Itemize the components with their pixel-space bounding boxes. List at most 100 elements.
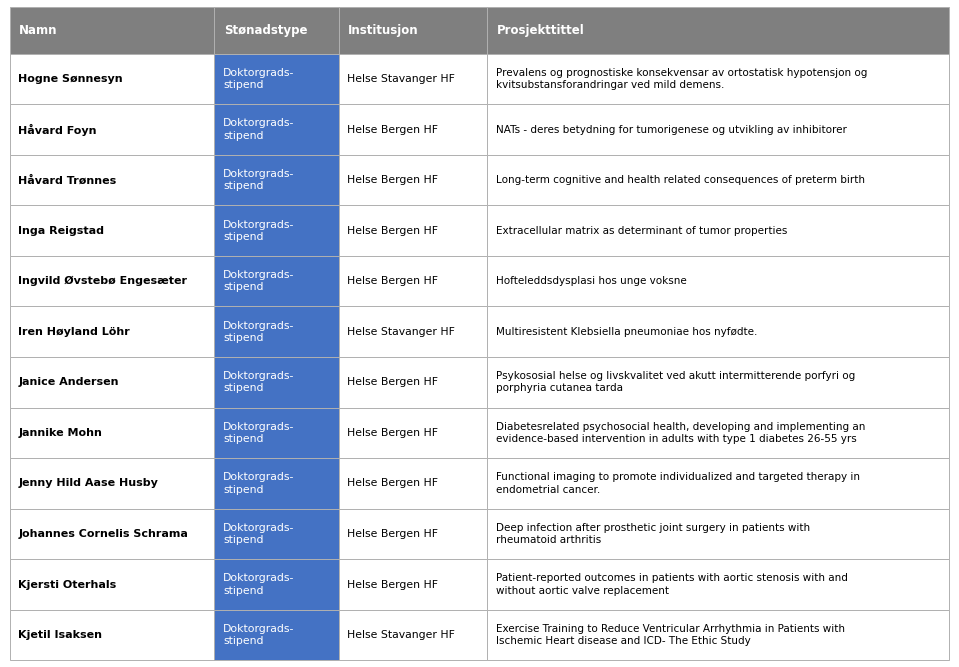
Text: Helse Bergen HF: Helse Bergen HF	[347, 580, 438, 590]
Bar	[215, 7, 339, 54]
Bar	[10, 155, 215, 205]
Bar	[215, 205, 339, 256]
Text: Psykososial helse og livskvalitet ved akutt intermitterende porfyri og
porphyria: Psykososial helse og livskvalitet ved ak…	[496, 372, 854, 394]
Bar	[339, 458, 487, 509]
Text: Doktorgrads-
stipend: Doktorgrads- stipend	[223, 624, 294, 646]
Text: Doktorgrads-
stipend: Doktorgrads- stipend	[223, 169, 294, 191]
Bar	[215, 610, 339, 660]
Bar	[10, 306, 215, 357]
Bar	[215, 256, 339, 306]
Text: Prevalens og prognostiske konsekvensar av ortostatisk hypotensjon og
kvitsubstan: Prevalens og prognostiske konsekvensar a…	[496, 68, 867, 90]
Bar	[215, 509, 339, 559]
Bar	[10, 7, 215, 54]
Text: Helse Bergen HF: Helse Bergen HF	[347, 225, 438, 235]
Text: Helse Bergen HF: Helse Bergen HF	[347, 378, 438, 388]
Text: NATs - deres betydning for tumorigenese og utvikling av inhibitorer: NATs - deres betydning for tumorigenese …	[496, 125, 847, 135]
Bar	[487, 306, 949, 357]
Text: Doktorgrads-
stipend: Doktorgrads- stipend	[223, 219, 294, 241]
Bar	[339, 7, 487, 54]
Bar	[215, 559, 339, 610]
Text: Helse Bergen HF: Helse Bergen HF	[347, 529, 438, 539]
Text: Doktorgrads-
stipend: Doktorgrads- stipend	[223, 270, 294, 292]
Bar	[339, 509, 487, 559]
Text: Janice Andersen: Janice Andersen	[18, 378, 119, 388]
Text: Doktorgrads-
stipend: Doktorgrads- stipend	[223, 321, 294, 343]
Text: Multiresistent Klebsiella pneumoniae hos nyfødte.: Multiresistent Klebsiella pneumoniae hos…	[496, 327, 757, 337]
Text: Helse Stavanger HF: Helse Stavanger HF	[347, 327, 455, 337]
Text: Johannes Cornelis Schrama: Johannes Cornelis Schrama	[18, 529, 188, 539]
Text: Prosjekttittel: Prosjekttittel	[497, 24, 584, 37]
Text: Håvard Trønnes: Håvard Trønnes	[18, 175, 116, 185]
Text: Jannike Mohn: Jannike Mohn	[18, 428, 102, 438]
Text: Hofteleddsdysplasi hos unge voksne: Hofteleddsdysplasi hos unge voksne	[496, 276, 687, 286]
Bar	[339, 104, 487, 155]
Text: Helse Bergen HF: Helse Bergen HF	[347, 175, 438, 185]
Bar	[215, 357, 339, 408]
Text: Namn: Namn	[19, 24, 58, 37]
Text: Institusjon: Institusjon	[348, 24, 419, 37]
Text: Håvard Foyn: Håvard Foyn	[18, 123, 97, 135]
Text: Kjersti Oterhals: Kjersti Oterhals	[18, 580, 116, 590]
Text: Doktorgrads-
stipend: Doktorgrads- stipend	[223, 372, 294, 394]
Bar	[487, 7, 949, 54]
Text: Extracellular matrix as determinant of tumor properties: Extracellular matrix as determinant of t…	[496, 225, 787, 235]
Text: Long-term cognitive and health related consequences of preterm birth: Long-term cognitive and health related c…	[496, 175, 865, 185]
Text: Helse Stavanger HF: Helse Stavanger HF	[347, 74, 455, 84]
Text: Iren Høyland Löhr: Iren Høyland Löhr	[18, 327, 130, 337]
Text: Doktorgrads-
stipend: Doktorgrads- stipend	[223, 523, 294, 545]
Bar	[339, 306, 487, 357]
Bar	[10, 256, 215, 306]
Bar	[487, 256, 949, 306]
Bar	[215, 306, 339, 357]
Text: Hogne Sønnesyn: Hogne Sønnesyn	[18, 74, 123, 84]
Text: Patient-reported outcomes in patients with aortic stenosis with and
without aort: Patient-reported outcomes in patients wi…	[496, 574, 848, 596]
Text: Kjetil Isaksen: Kjetil Isaksen	[18, 630, 103, 640]
Text: Deep infection after prosthetic joint surgery in patients with
rheumatoid arthri: Deep infection after prosthetic joint su…	[496, 523, 809, 545]
Bar	[339, 155, 487, 205]
Text: Doktorgrads-
stipend: Doktorgrads- stipend	[223, 422, 294, 444]
Bar	[10, 610, 215, 660]
Bar	[215, 408, 339, 458]
Bar	[10, 357, 215, 408]
Bar	[339, 54, 487, 104]
Text: Ingvild Øvstebø Engesæter: Ingvild Øvstebø Engesæter	[18, 276, 187, 286]
Bar	[487, 205, 949, 256]
Bar	[10, 408, 215, 458]
Text: Exercise Training to Reduce Ventricular Arrhythmia in Patients with
Ischemic Hea: Exercise Training to Reduce Ventricular …	[496, 624, 845, 646]
Text: Helse Bergen HF: Helse Bergen HF	[347, 428, 438, 438]
Text: Stønadstype: Stønadstype	[224, 24, 308, 37]
Bar	[339, 357, 487, 408]
Bar	[215, 155, 339, 205]
Text: Helse Bergen HF: Helse Bergen HF	[347, 276, 438, 286]
Bar	[487, 610, 949, 660]
Bar	[215, 104, 339, 155]
Text: Doktorgrads-
stipend: Doktorgrads- stipend	[223, 119, 294, 141]
Text: Jenny Hild Aase Husby: Jenny Hild Aase Husby	[18, 478, 158, 488]
Bar	[487, 408, 949, 458]
Bar	[487, 509, 949, 559]
Text: Inga Reigstad: Inga Reigstad	[18, 225, 105, 235]
Bar	[10, 104, 215, 155]
Bar	[10, 205, 215, 256]
Bar	[339, 559, 487, 610]
Text: Helse Bergen HF: Helse Bergen HF	[347, 125, 438, 135]
Bar	[215, 54, 339, 104]
Bar	[10, 509, 215, 559]
Bar	[10, 458, 215, 509]
Bar	[339, 256, 487, 306]
Bar	[487, 155, 949, 205]
Bar	[339, 408, 487, 458]
Bar	[487, 458, 949, 509]
Bar	[10, 54, 215, 104]
Text: Doktorgrads-
stipend: Doktorgrads- stipend	[223, 68, 294, 90]
Bar	[487, 357, 949, 408]
Text: Diabetesrelated psychosocial health, developing and implementing an
evidence-bas: Diabetesrelated psychosocial health, dev…	[496, 422, 865, 444]
Bar	[487, 54, 949, 104]
Text: Helse Stavanger HF: Helse Stavanger HF	[347, 630, 455, 640]
Text: Functional imaging to promote individualized and targeted therapy in
endometrial: Functional imaging to promote individual…	[496, 472, 859, 494]
Text: Doktorgrads-
stipend: Doktorgrads- stipend	[223, 472, 294, 494]
Text: Doktorgrads-
stipend: Doktorgrads- stipend	[223, 574, 294, 596]
Bar	[339, 205, 487, 256]
Bar	[339, 610, 487, 660]
Bar	[215, 458, 339, 509]
